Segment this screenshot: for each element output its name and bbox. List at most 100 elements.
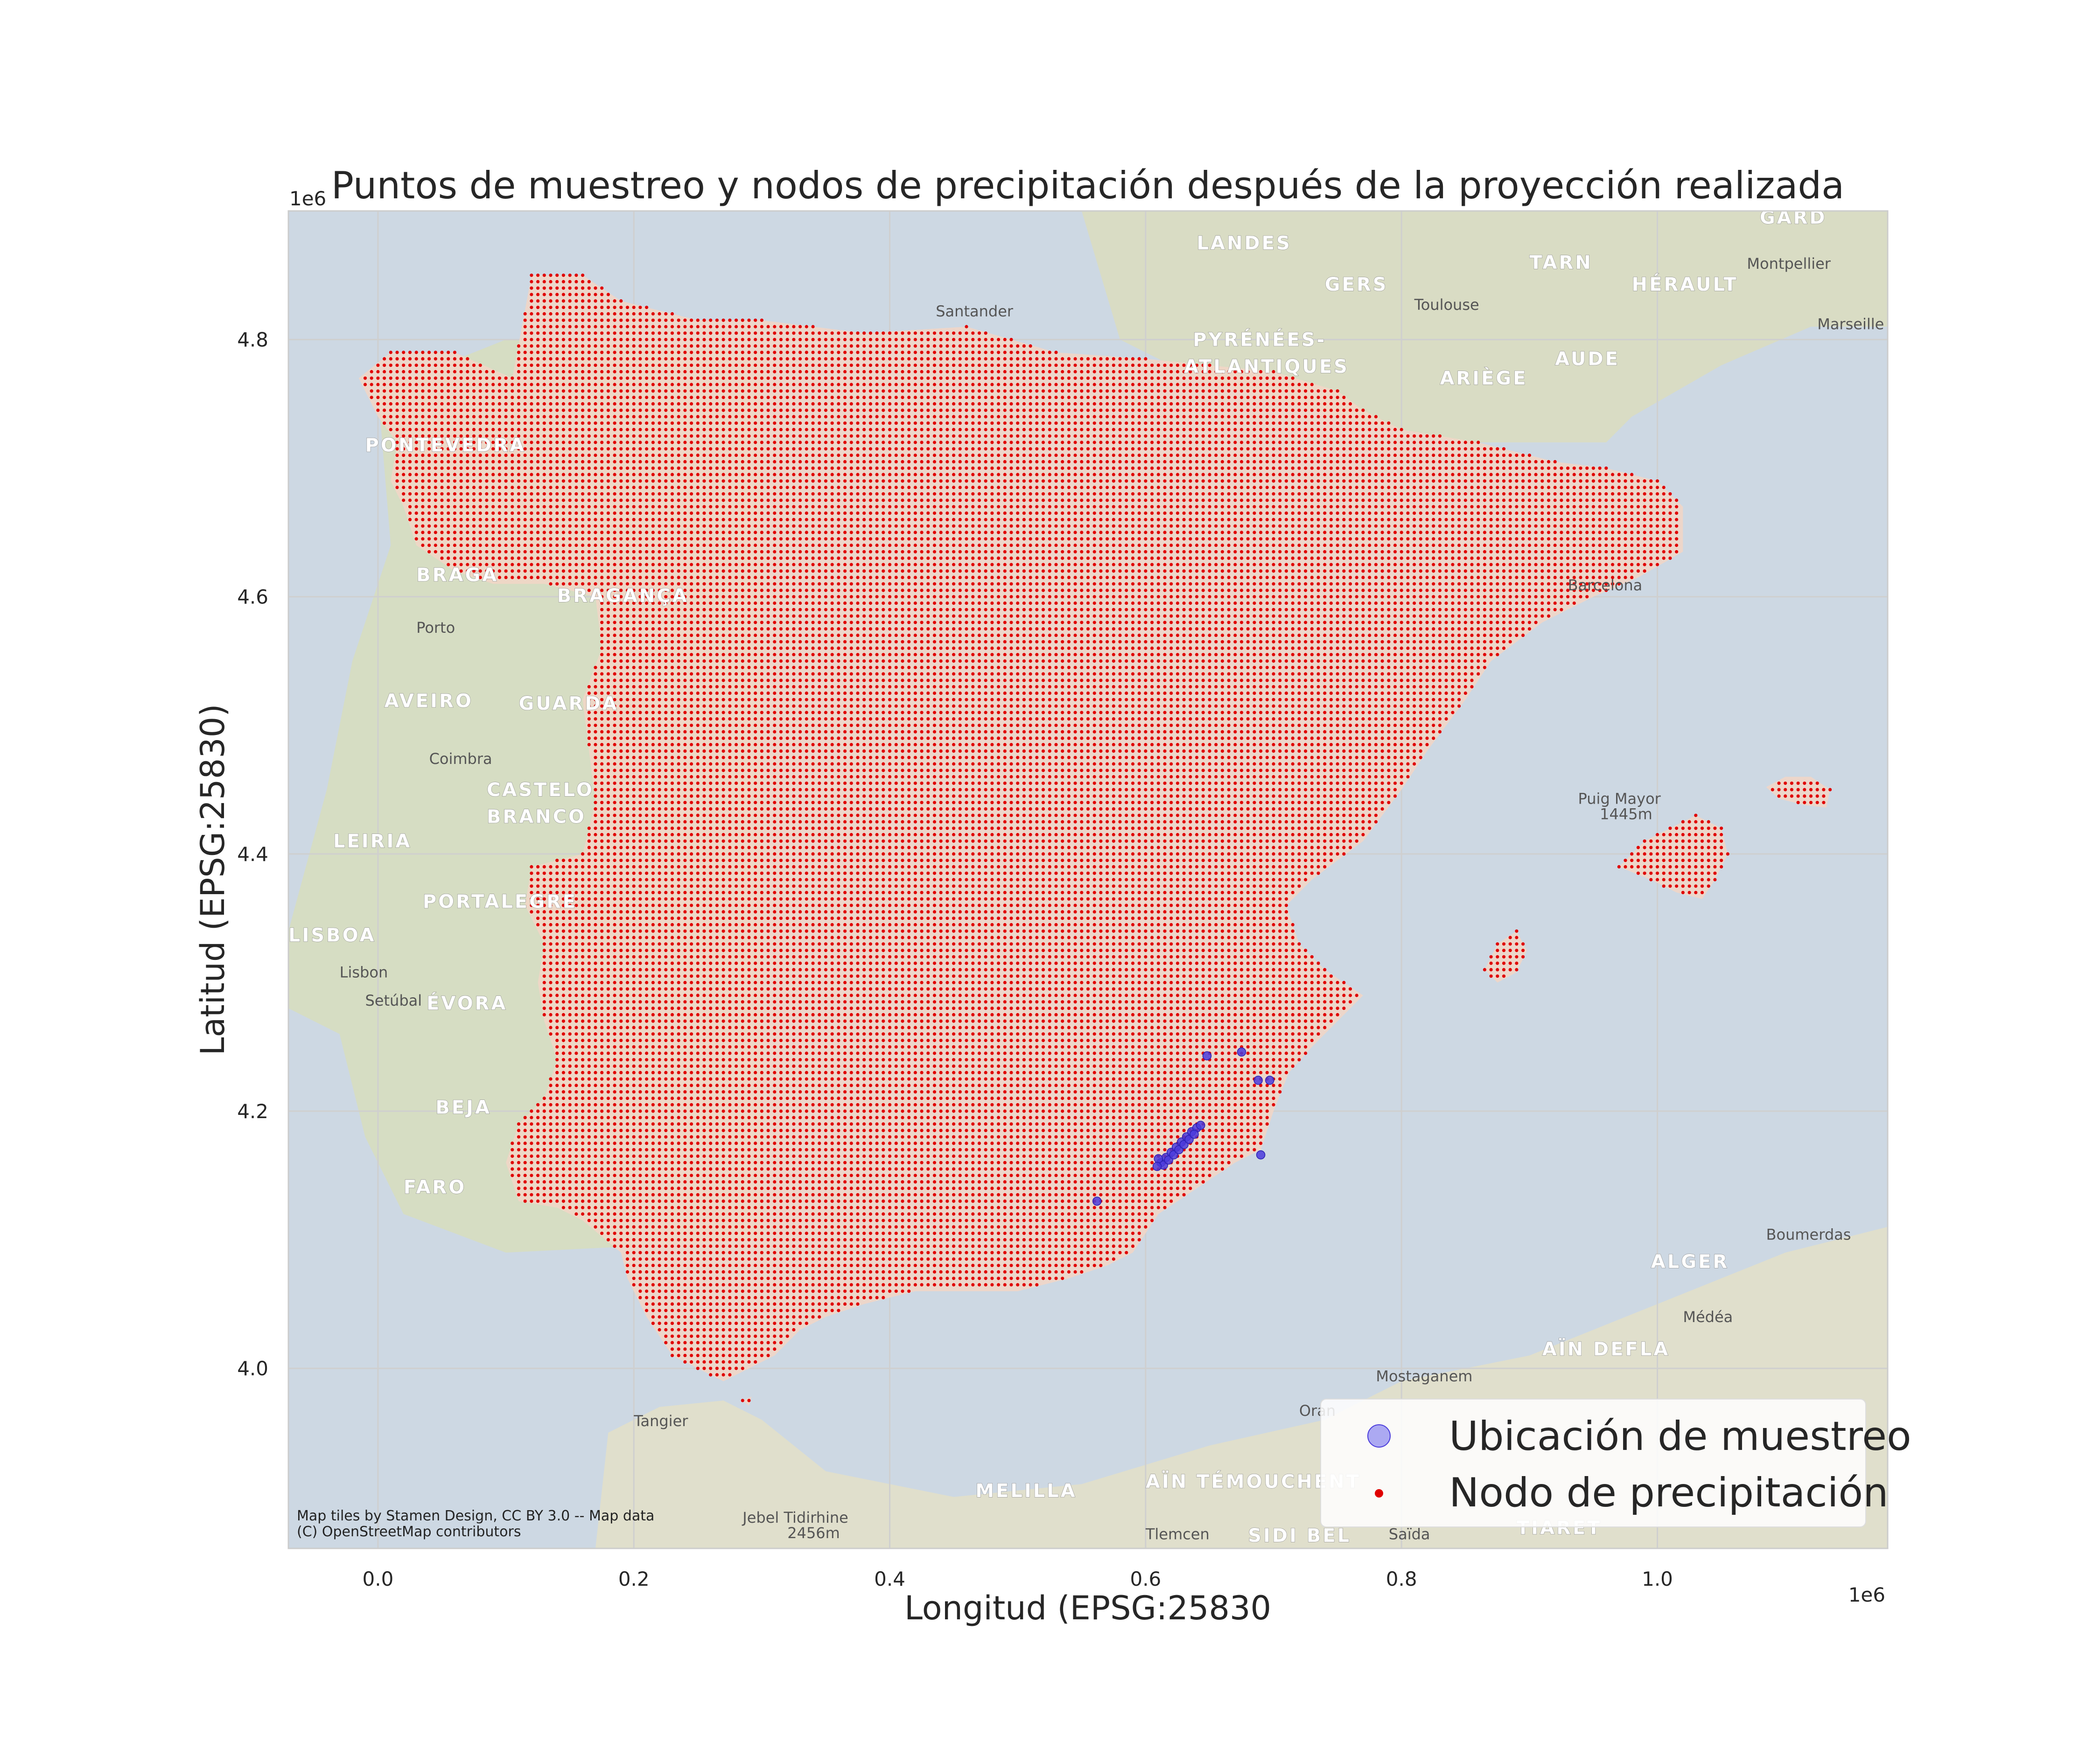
plot-area[interactable]: LANDESGERSTARNHÉRAULTGARDMontpellierToul… (287, 207, 1911, 1549)
precipitation-node (625, 717, 630, 721)
precipitation-node (683, 788, 687, 791)
precipitation-node (683, 1334, 687, 1338)
precipitation-node (542, 929, 546, 933)
precipitation-node (606, 447, 610, 451)
precipitation-node (568, 903, 572, 907)
precipitation-node (568, 961, 572, 965)
precipitation-node (600, 891, 604, 895)
precipitation-node (677, 1013, 680, 1016)
precipitation-node (632, 1071, 636, 1074)
precipitation-node (625, 910, 630, 914)
precipitation-node (619, 679, 623, 682)
precipitation-node (600, 325, 604, 329)
precipitation-node (690, 865, 693, 868)
precipitation-node (587, 891, 591, 895)
precipitation-node (511, 383, 514, 386)
precipitation-node (677, 801, 680, 805)
precipitation-node (702, 942, 706, 946)
precipitation-node (715, 492, 719, 496)
precipitation-node (683, 376, 687, 380)
precipitation-node (721, 1289, 725, 1293)
precipitation-node (715, 1354, 719, 1358)
precipitation-node (683, 325, 687, 329)
precipitation-node (447, 357, 450, 361)
precipitation-node (670, 505, 674, 509)
precipitation-node (632, 949, 636, 952)
precipitation-node (715, 614, 719, 618)
precipitation-node (638, 717, 642, 721)
precipitation-node (414, 498, 418, 502)
precipitation-node (625, 665, 630, 669)
precipitation-node (497, 550, 501, 553)
precipitation-node (715, 994, 719, 997)
precipitation-node (651, 871, 655, 875)
precipitation-node (561, 582, 565, 586)
precipitation-node (491, 543, 495, 547)
precipitation-node (683, 1026, 687, 1029)
precipitation-node (613, 370, 616, 374)
precipitation-node (690, 1167, 693, 1171)
precipitation-node (625, 370, 630, 374)
precipitation-node (574, 318, 578, 322)
precipitation-node (683, 396, 687, 399)
precipitation-node (613, 505, 616, 509)
precipitation-node (715, 1238, 719, 1242)
precipitation-node (581, 1077, 585, 1081)
precipitation-node (670, 717, 674, 721)
precipitation-node (645, 646, 649, 650)
precipitation-node (613, 383, 616, 386)
precipitation-node (427, 376, 431, 380)
precipitation-node (632, 1000, 636, 1004)
precipitation-node (702, 1103, 706, 1106)
precipitation-node (619, 762, 623, 766)
precipitation-node (523, 376, 527, 380)
precipitation-node (594, 833, 597, 837)
precipitation-node (536, 286, 540, 290)
precipitation-node (587, 376, 591, 380)
precipitation-node (613, 1232, 616, 1235)
precipitation-node (587, 878, 591, 882)
precipitation-node (568, 306, 572, 309)
precipitation-node (690, 769, 693, 772)
precipitation-node (625, 1045, 630, 1049)
precipitation-node (632, 1276, 636, 1280)
precipitation-node (638, 846, 642, 849)
precipitation-node (485, 383, 489, 386)
precipitation-node (555, 1064, 559, 1068)
precipitation-node (638, 608, 642, 611)
precipitation-node (702, 994, 706, 997)
precipitation-node (683, 987, 687, 991)
precipitation-node (632, 820, 636, 824)
precipitation-node (555, 312, 559, 316)
precipitation-node (721, 1096, 725, 1100)
precipitation-node (702, 1135, 706, 1139)
precipitation-node (408, 415, 412, 419)
precipitation-node (670, 370, 674, 374)
precipitation-node (683, 891, 687, 895)
precipitation-node (581, 968, 585, 972)
precipitation-node (568, 1013, 572, 1016)
precipitation-node (638, 1013, 642, 1016)
precipitation-node (625, 376, 630, 380)
precipitation-node (574, 1206, 578, 1210)
precipitation-node (536, 492, 540, 496)
precipitation-node (606, 659, 610, 663)
precipitation-node (447, 376, 450, 380)
precipitation-node (606, 743, 610, 747)
precipitation-node (402, 434, 406, 438)
precipitation-node (677, 839, 680, 843)
precipitation-node (625, 923, 630, 927)
precipitation-node (395, 427, 399, 432)
precipitation-node (715, 1032, 719, 1036)
precipitation-node (427, 357, 431, 361)
precipitation-node (542, 936, 546, 939)
precipitation-node (677, 415, 680, 419)
precipitation-node (683, 769, 687, 772)
precipitation-node (523, 1154, 527, 1158)
precipitation-node (581, 1193, 585, 1197)
precipitation-node (530, 511, 533, 515)
precipitation-node (677, 917, 680, 920)
precipitation-node (670, 942, 674, 946)
precipitation-node (683, 331, 687, 335)
precipitation-node (434, 518, 437, 521)
